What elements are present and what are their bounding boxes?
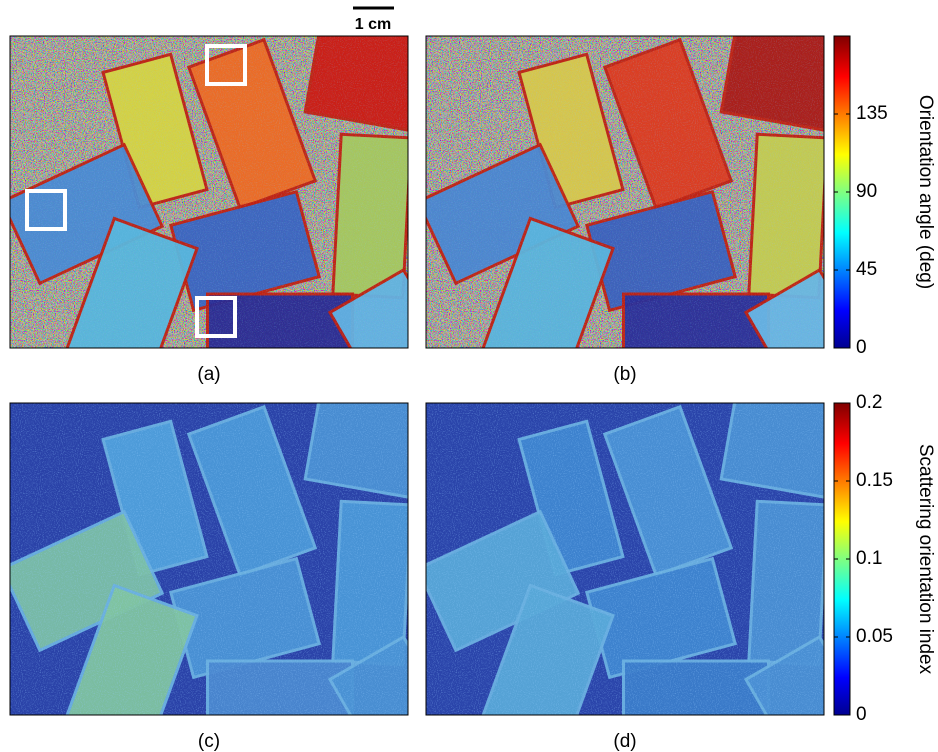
- image-panel: [418, 385, 862, 752]
- colorbar-tick-label: 0.2: [856, 392, 882, 413]
- image: [2, 385, 446, 752]
- colorbar-tick-label: 0: [856, 704, 867, 725]
- colorbar-tick-label: 135: [856, 103, 888, 124]
- panel-label: (d): [613, 731, 636, 752]
- panel-label: (a): [197, 364, 220, 385]
- image-panel: [418, 18, 862, 389]
- fine-noise: [426, 36, 824, 348]
- panel-label: (c): [198, 731, 220, 752]
- image-panel: [2, 18, 446, 389]
- image: [2, 18, 446, 389]
- page: 1 cm (a) (b) (c) (d) 0 45 90 135 Orientation ang…: [0, 0, 938, 752]
- colorbar-label: Scattering orientation index: [915, 444, 936, 675]
- panel-label: (b): [613, 364, 636, 385]
- colorbar-tick-label: 0.15: [856, 470, 893, 491]
- image-panel: [2, 385, 446, 752]
- scale-bar-label: 1 cm: [355, 16, 391, 33]
- colorbar-tick-label: 0: [856, 337, 867, 358]
- image: [418, 385, 862, 752]
- fine-noise: [426, 403, 824, 715]
- colorbar-tick-label: 0.05: [856, 626, 893, 647]
- fine-noise: [10, 403, 408, 715]
- colorbar-tick-label: 90: [856, 181, 877, 202]
- colorbar-tick-label: 0.1: [856, 548, 882, 569]
- colorbar-label: Orientation angle (deg): [915, 95, 936, 289]
- figure: 1 cm (a) (b) (c) (d) 0 45 90 135 Orientation ang…: [0, 0, 938, 752]
- image: [418, 18, 862, 389]
- colorbar-tick-label: 45: [856, 259, 877, 280]
